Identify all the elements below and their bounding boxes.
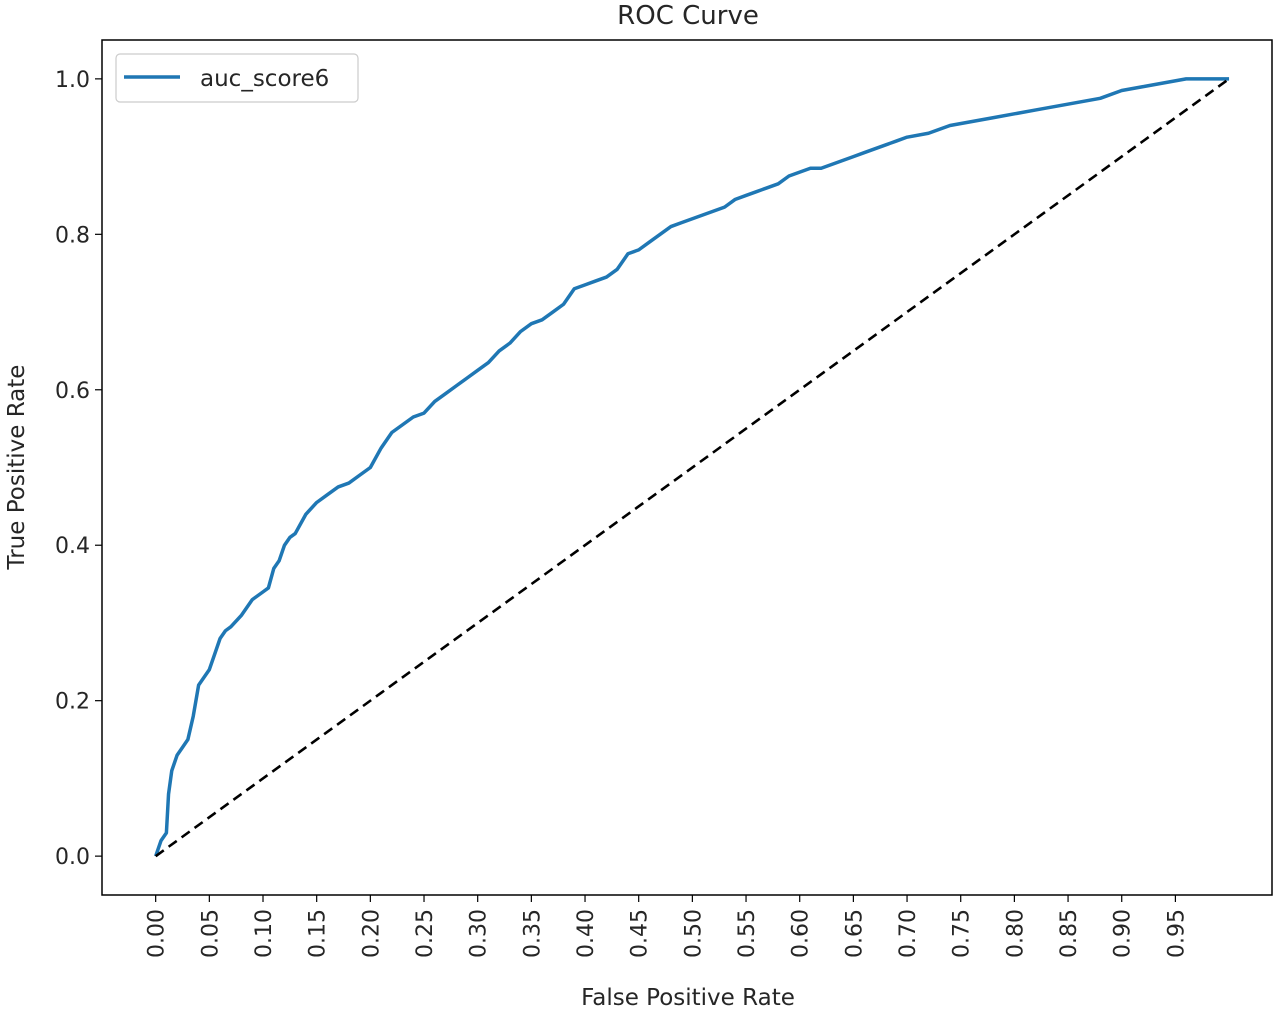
x-tick-label: 0.75: [950, 909, 975, 958]
x-tick-label: 0.00: [145, 909, 170, 958]
x-tick-label: 0.15: [306, 909, 331, 958]
plot-area: [154, 77, 1230, 858]
x-tick-label: 0.35: [520, 909, 545, 958]
legend-box: [115, 53, 359, 103]
x-tick-label: 0.95: [1164, 909, 1189, 958]
x-tick-label: 0.25: [413, 909, 438, 958]
x-tick-label: 0.40: [574, 909, 599, 958]
y-axis-label: True Positive Rate: [4, 365, 30, 571]
series-line-0: [154, 77, 1230, 857]
x-tick-label: 0.65: [842, 909, 867, 958]
x-tick-label: 0.20: [359, 909, 384, 958]
series-diagonal-line: [154, 77, 1230, 858]
x-tick-label: 0.05: [198, 909, 223, 958]
legend-label: auc_score6: [200, 66, 329, 92]
x-tick-label: 0.30: [467, 909, 492, 958]
y-tick-label: 0.4: [55, 534, 90, 559]
y-axis: 0.0 0.2 0.4 0.6 0.8 1.0: [55, 68, 102, 870]
plot-frame: [101, 39, 1273, 896]
x-tick-label: 0.50: [681, 909, 706, 958]
x-tick-label: 0.55: [735, 909, 760, 958]
x-tick-label: 0.60: [789, 909, 814, 958]
x-tick-label: 0.70: [896, 909, 921, 958]
chart-title: ROC Curve: [617, 1, 759, 31]
legend: auc_score6: [115, 53, 359, 103]
y-tick-label: 1.0: [55, 68, 90, 93]
y-tick-label: 0.2: [55, 690, 90, 715]
x-tick-label: 0.90: [1111, 909, 1136, 958]
x-tick-label: 0.85: [1057, 909, 1082, 958]
x-tick-label: 0.45: [628, 909, 653, 958]
y-tick-label: 0.6: [55, 379, 90, 404]
x-tick-label: 0.80: [1003, 909, 1028, 958]
y-tick-label: 0.8: [55, 223, 90, 248]
x-tick-label: 0.10: [252, 909, 277, 958]
y-tick-label: 0.0: [55, 845, 90, 870]
x-axis: 0.00 0.05 0.10 0.15 0.20 0.25 0.30 0.35 0.40 0.45…: [145, 895, 1189, 958]
x-axis-label: False Positive Rate: [581, 985, 795, 1010]
